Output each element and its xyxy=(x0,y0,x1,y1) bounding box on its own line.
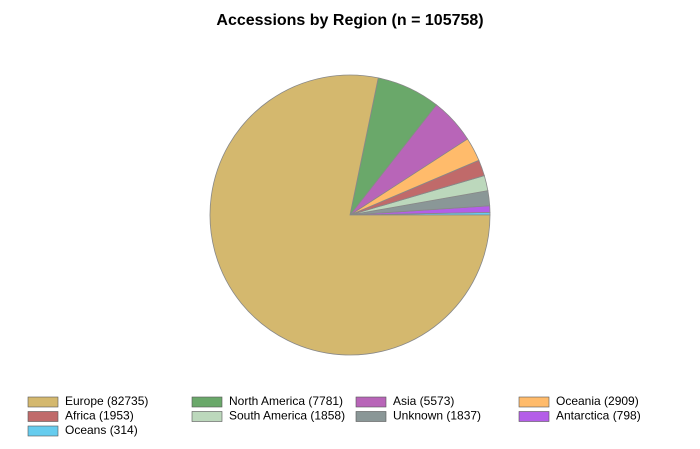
pie-slice xyxy=(209,74,491,356)
legend-label: Asia (5573) xyxy=(393,394,454,408)
legend-label: Oceania (2909) xyxy=(556,394,639,408)
legend-label: North America (7781) xyxy=(229,394,343,408)
legend-label: Africa (1953) xyxy=(65,409,134,423)
legend-label: Oceans (314) xyxy=(65,423,138,437)
legend-label: Europe (82735) xyxy=(65,394,148,408)
legend-swatch xyxy=(27,411,59,422)
legend-swatch xyxy=(27,396,59,408)
legend-swatch xyxy=(191,411,223,422)
legend-swatch xyxy=(355,396,387,408)
legend-label: Unknown (1837) xyxy=(393,409,481,423)
legend-swatch xyxy=(191,396,223,408)
chart-title: Accessions by Region (n = 105758) xyxy=(216,12,483,29)
legend-swatch xyxy=(355,411,387,422)
legend-label: South America (1858) xyxy=(229,409,345,423)
legend-swatch xyxy=(27,425,59,437)
legend-swatch xyxy=(518,411,550,422)
legend-swatch xyxy=(518,396,550,408)
legend-label: Antarctica (798) xyxy=(556,409,641,423)
